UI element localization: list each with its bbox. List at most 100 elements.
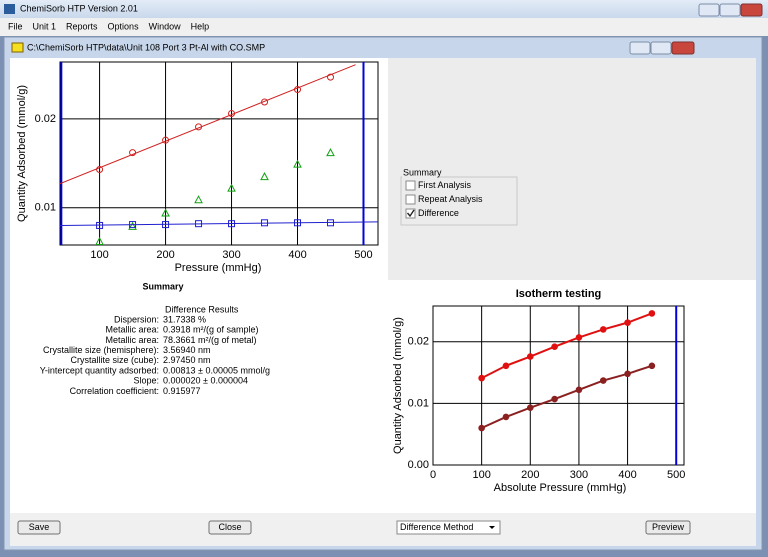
point — [502, 413, 510, 421]
plot-area — [432, 305, 685, 466]
point — [95, 236, 104, 245]
point — [194, 195, 203, 204]
result-value: 0.3918 m²/(g of sample) — [163, 325, 259, 335]
point — [326, 73, 334, 81]
options-area — [388, 58, 756, 280]
x-tick-label: 100 — [472, 469, 490, 481]
series-line — [481, 312, 653, 379]
point — [599, 377, 607, 384]
checkbox[interactable] — [405, 208, 416, 219]
x-tick-label: 200 — [156, 249, 174, 261]
save-button[interactable] — [17, 520, 61, 535]
x-tick-label: 400 — [288, 249, 306, 261]
summary-title: Summary — [142, 281, 183, 291]
close-button[interactable] — [740, 3, 763, 17]
menu-item[interactable]: Window — [149, 21, 182, 31]
app-icon — [4, 4, 15, 14]
x-tick-label: 300 — [222, 249, 240, 261]
x-tick-label: 500 — [667, 469, 685, 481]
x-tick-label: 100 — [90, 249, 108, 261]
point — [261, 98, 269, 106]
result-label: Crystallite size (hemisphere): — [43, 345, 159, 355]
menu-item[interactable]: File — [8, 21, 23, 31]
options-title: Summary — [403, 167, 442, 177]
point — [478, 374, 485, 382]
title-bar — [0, 0, 768, 18]
point — [502, 362, 510, 370]
doc-maximize[interactable] — [650, 41, 672, 55]
doc-close[interactable] — [671, 41, 695, 55]
dropdown-arrow — [489, 526, 495, 529]
point — [624, 370, 631, 378]
point — [526, 353, 534, 360]
result-value: 31.7338 % — [163, 314, 206, 324]
point — [526, 404, 534, 411]
minimize-button[interactable] — [698, 3, 720, 17]
point — [551, 395, 558, 403]
point — [227, 183, 236, 192]
x-tick-label: 300 — [570, 469, 588, 481]
result-value: 2.97450 nm — [163, 355, 211, 365]
series-line — [60, 64, 356, 185]
options-list: First Analysis Repeat Analysis Difference — [405, 180, 483, 219]
point — [599, 326, 607, 333]
options-group — [400, 176, 518, 226]
checkbox-label: Repeat Analysis — [418, 194, 483, 204]
y-tick-label: 0.01 — [408, 397, 429, 409]
checkbox-label: First Analysis — [418, 180, 472, 190]
point — [161, 208, 170, 217]
result-label: Dispersion: — [114, 314, 159, 324]
result-label: Y-intercept quantity adsorbed: — [40, 365, 159, 375]
checkbox[interactable] — [405, 194, 416, 205]
y-tick-label: 0.02 — [408, 336, 429, 348]
menu-item[interactable]: Reports — [66, 21, 98, 31]
point — [648, 362, 656, 370]
point — [326, 148, 335, 157]
result-label: Metallic area: — [105, 325, 159, 335]
x-axis-label: Pressure (mmHg) — [175, 262, 262, 274]
result-label: Correlation coefficient: — [70, 386, 159, 396]
series-line — [481, 364, 653, 429]
y-tick-label: 0.01 — [35, 202, 56, 214]
close-doc-button[interactable] — [208, 520, 252, 535]
doc-minimize[interactable] — [629, 41, 651, 55]
x-tick-label: 200 — [521, 469, 539, 481]
x-tick-label: 500 — [354, 249, 372, 261]
x-tick-label: 400 — [618, 469, 636, 481]
menu-item[interactable]: Help — [191, 21, 210, 31]
point — [648, 310, 656, 317]
point — [551, 343, 558, 350]
point — [478, 424, 485, 432]
method-dropdown[interactable] — [396, 520, 501, 535]
summary-heading: Difference Results — [165, 304, 239, 314]
maximize-button[interactable] — [719, 3, 741, 17]
result-value: 0.915977 — [163, 386, 201, 396]
document-title: C:\ChemiSorb HTP\data\Unit 108 Port 3 Pt… — [27, 42, 265, 52]
point — [129, 149, 137, 157]
preview-button[interactable] — [645, 520, 691, 535]
result-value: 78.3661 m²/(g of metal) — [163, 335, 257, 345]
x-axis-label: Absolute Pressure (mmHg) — [494, 482, 627, 494]
chart-title: Isotherm testing — [516, 288, 602, 300]
result-label: Metallic area: — [105, 335, 159, 345]
app-title: ChemiSorb HTP Version 2.01 — [20, 3, 138, 13]
method-label: Difference Method — [400, 522, 473, 532]
result-value: 3.56940 nm — [163, 345, 211, 355]
menu-bar — [0, 18, 768, 36]
result-value: 0.00813 ± 0.00005 mmol/g — [163, 365, 270, 375]
series-line — [60, 221, 378, 226]
result-label: Slope: — [133, 376, 159, 386]
point — [575, 386, 583, 394]
checkbox[interactable] — [405, 180, 416, 191]
point — [260, 172, 269, 181]
y-axis-label: Quantity Adsorbed (mmol/g) — [16, 85, 28, 222]
save-label: Save — [29, 522, 50, 532]
group-label-bg — [402, 170, 438, 178]
result-label: Crystallite size (cube): — [70, 355, 159, 365]
point — [293, 159, 302, 168]
point — [575, 334, 583, 341]
charts: 100 200 300 400 500 0.01 0.02 Pressure (mmHg) Qu… — [16, 61, 685, 494]
button-bar — [10, 513, 756, 546]
menu-item[interactable]: Unit 1 — [33, 21, 57, 31]
menu-item[interactable]: Options — [108, 21, 140, 31]
